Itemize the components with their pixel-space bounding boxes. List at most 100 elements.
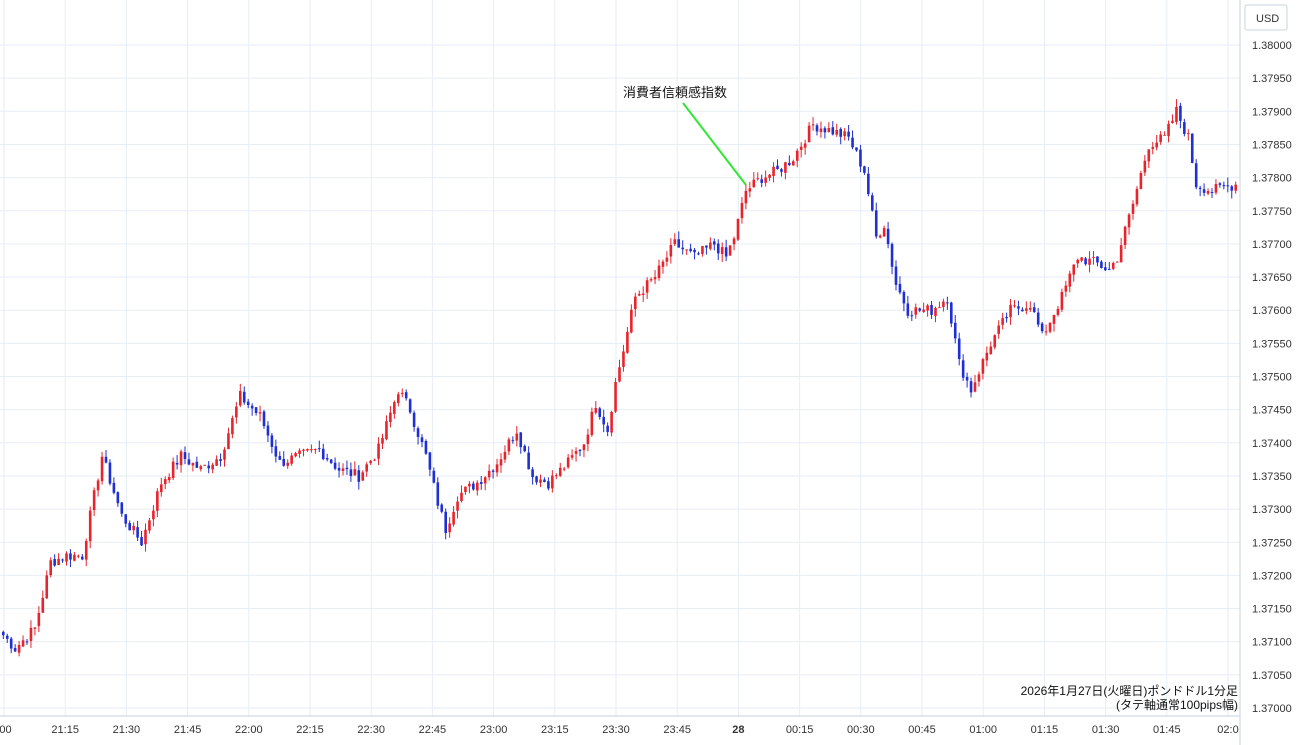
candle-body <box>547 481 550 489</box>
candle-body <box>878 235 882 238</box>
candle-body <box>957 338 961 360</box>
candle-body <box>859 149 862 167</box>
candle-body <box>314 449 317 451</box>
x-tick-label: 21:30 <box>113 724 141 736</box>
candle-body <box>768 174 771 178</box>
y-tick-label: 1.38000 <box>1252 40 1292 52</box>
candle-body <box>977 374 981 382</box>
candle-body <box>1234 184 1237 191</box>
y-tick-label: 1.37300 <box>1252 504 1292 516</box>
x-tick-label: 01:30 <box>1092 724 1120 736</box>
y-tick-label: 1.37400 <box>1252 438 1292 450</box>
candle-body <box>1111 262 1115 269</box>
candle-body <box>531 469 534 478</box>
candle-body <box>1147 149 1151 162</box>
candle-body <box>1183 122 1186 134</box>
candle-body <box>760 179 763 183</box>
candle-body <box>262 411 266 427</box>
candle-body <box>776 165 779 170</box>
candle-body <box>1001 318 1004 325</box>
candle-body <box>1115 261 1119 263</box>
candle-body <box>1032 307 1036 312</box>
candle-body <box>523 445 526 452</box>
candle-body <box>819 128 823 133</box>
candle-body <box>160 484 163 493</box>
candle-body <box>744 190 748 204</box>
x-tick-label: 23:00 <box>480 724 508 736</box>
candle-body <box>539 479 542 483</box>
candle-body <box>942 301 945 307</box>
candle-body <box>784 162 787 173</box>
candle-body <box>874 210 878 237</box>
candle-body <box>661 261 665 267</box>
candle-body <box>148 520 151 531</box>
candle-body <box>345 467 349 470</box>
candle-body <box>1187 133 1190 135</box>
candle-body <box>440 504 444 512</box>
candle-body <box>373 459 376 461</box>
candle-body <box>456 501 459 511</box>
candle-body <box>1052 314 1056 324</box>
candle-body <box>594 407 598 413</box>
candle-body <box>215 459 218 466</box>
y-tick-labels: 1.38000 1.37950 1.37900 1.37850 1.37800 1.377… <box>1252 40 1292 715</box>
candle-body <box>33 627 37 629</box>
candle-body <box>1163 134 1166 136</box>
candle-body <box>1159 134 1162 143</box>
candle-body <box>491 470 495 472</box>
candle-body <box>333 462 337 469</box>
candle-body <box>1013 305 1016 307</box>
candle-body <box>863 166 866 173</box>
candle-body <box>1139 172 1143 189</box>
candle-body <box>562 468 566 470</box>
candle-body <box>207 465 210 469</box>
candle-body <box>1104 267 1107 271</box>
y-tick-label: 1.37750 <box>1252 206 1292 218</box>
candle-body <box>519 432 523 448</box>
x-tick-label: 21:15 <box>51 724 79 736</box>
candle-body <box>697 253 700 255</box>
candle-body <box>318 448 321 450</box>
candle-body <box>740 202 744 219</box>
candle-body <box>195 461 199 468</box>
candle-body <box>369 460 372 464</box>
candle-body <box>152 510 155 520</box>
candle-body <box>179 451 183 466</box>
candle-body <box>748 188 752 192</box>
candle-body <box>1092 256 1095 258</box>
y-tick-label: 1.37650 <box>1252 272 1292 284</box>
candle-body <box>1190 133 1194 163</box>
candle-body <box>495 464 499 473</box>
candle-body <box>965 376 969 381</box>
x-tick-label: 01:15 <box>1031 724 1059 736</box>
candle-body <box>713 241 716 245</box>
candle-body <box>780 169 783 172</box>
candle-body <box>444 511 447 533</box>
candle-body <box>811 124 815 126</box>
candle-body <box>902 292 906 304</box>
candle-body <box>1171 120 1174 123</box>
candle-body <box>1222 185 1226 187</box>
candle-body <box>507 439 511 452</box>
candle-body <box>922 309 925 312</box>
candle-body <box>140 537 143 546</box>
candle-body <box>17 645 21 653</box>
candle-body <box>1226 185 1230 187</box>
candle-body <box>282 459 286 466</box>
candle-body <box>290 455 293 464</box>
candle-body <box>1009 304 1012 318</box>
candle-body <box>993 335 997 348</box>
candle-body <box>637 293 641 296</box>
x-tick-label: 00:45 <box>908 724 936 736</box>
candle-body <box>167 476 171 481</box>
candle-body <box>1198 187 1202 189</box>
candle-body <box>120 502 124 514</box>
candle-body <box>1119 245 1123 263</box>
candle-body <box>803 143 807 148</box>
candle-body <box>108 462 112 484</box>
candle-body <box>45 575 49 599</box>
candle-body <box>341 468 345 471</box>
currency-box[interactable] <box>1244 4 1288 31</box>
candle-body <box>1005 316 1008 319</box>
candle-body <box>302 449 305 451</box>
